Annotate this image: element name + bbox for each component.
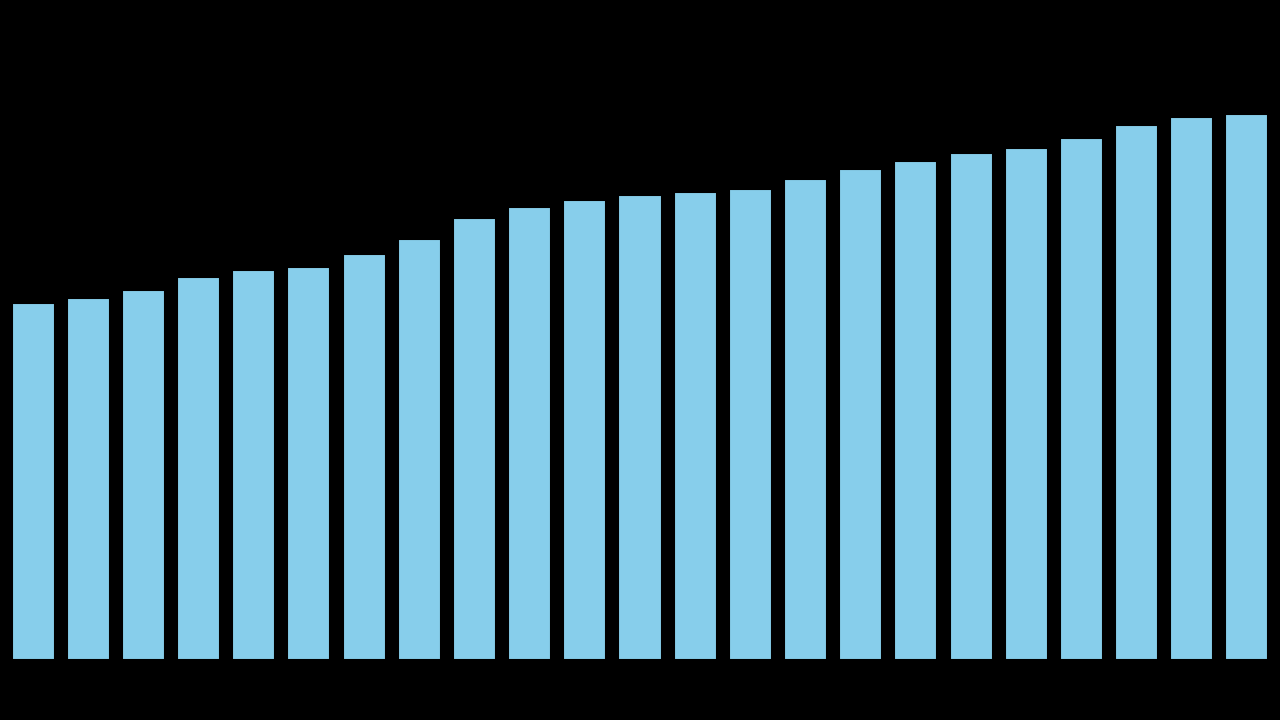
- Bar: [1115, 125, 1158, 660]
- Bar: [343, 254, 385, 660]
- Bar: [563, 199, 607, 660]
- Bar: [232, 269, 275, 660]
- Bar: [1005, 148, 1048, 660]
- Bar: [728, 189, 772, 660]
- Bar: [12, 303, 55, 660]
- Bar: [288, 267, 330, 660]
- Bar: [398, 238, 440, 660]
- Bar: [67, 298, 110, 660]
- Bar: [1060, 138, 1103, 660]
- Bar: [508, 207, 552, 660]
- Bar: [453, 218, 497, 660]
- Bar: [618, 194, 662, 660]
- Bar: [673, 192, 717, 660]
- Bar: [122, 290, 165, 660]
- Bar: [950, 153, 992, 660]
- Bar: [1170, 117, 1213, 660]
- Bar: [840, 168, 882, 660]
- Bar: [783, 179, 827, 660]
- Bar: [177, 277, 220, 660]
- Bar: [895, 161, 937, 660]
- Bar: [1225, 114, 1268, 660]
